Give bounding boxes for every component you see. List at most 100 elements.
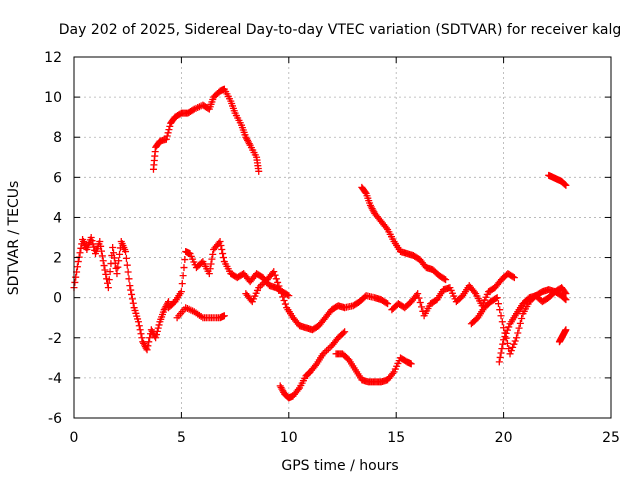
data-point [97, 242, 105, 250]
data-point [271, 271, 279, 279]
plot-frame [73, 56, 612, 419]
series-low-band [173, 304, 228, 322]
data-point [220, 312, 228, 320]
data-point [89, 240, 97, 248]
data-point [104, 284, 112, 292]
y-tick-label: 0 [53, 291, 62, 307]
data-point [561, 288, 569, 296]
data-point [177, 288, 185, 296]
data-point [209, 250, 217, 258]
data-point [382, 224, 390, 232]
data-point [502, 329, 510, 337]
data-point [245, 140, 253, 148]
data-point [101, 266, 109, 274]
data-point [272, 275, 280, 283]
data-point [109, 244, 117, 252]
data-point [407, 360, 415, 368]
data-point [106, 268, 114, 276]
data-point [503, 326, 511, 334]
data-point [179, 272, 187, 280]
x-tick-label: 20 [495, 430, 513, 446]
data-point [164, 129, 172, 137]
data-point [516, 319, 524, 327]
data-point [503, 339, 511, 347]
data-point [77, 244, 85, 252]
data-point [134, 318, 142, 326]
data-point [497, 349, 505, 357]
data-point [97, 247, 105, 255]
data-point [562, 290, 570, 298]
data-point [71, 278, 79, 286]
data-point [382, 299, 390, 307]
data-point [181, 256, 189, 264]
data-point [122, 248, 130, 256]
data-point [205, 270, 213, 278]
data-point [440, 275, 448, 283]
data-point [102, 270, 110, 278]
data-point [500, 324, 508, 332]
data-point [123, 261, 131, 269]
data-point [507, 347, 515, 355]
data-point [135, 322, 143, 330]
data-point [514, 329, 522, 337]
chart-title: Day 202 of 2025, Sidereal Day-to-day VTE… [59, 22, 621, 38]
data-point [163, 132, 171, 140]
series-mid-band [242, 268, 392, 334]
data-point [165, 298, 173, 306]
series-dip-mid [332, 350, 415, 386]
data-point [126, 282, 134, 290]
data-point [128, 290, 136, 298]
y-tick-label: 2 [53, 251, 62, 267]
data-point [124, 268, 132, 276]
data-point [152, 331, 160, 339]
data-point [389, 369, 397, 377]
data-point [281, 300, 289, 308]
data-point [285, 292, 293, 300]
x-tick-label: 15 [387, 430, 405, 446]
y-tick-label: 10 [44, 90, 62, 106]
data-point [125, 275, 133, 283]
data-point [414, 290, 422, 298]
data-point [341, 328, 349, 336]
data-point [515, 324, 523, 332]
data-point [110, 249, 118, 257]
data-point [114, 263, 122, 271]
series-descending [358, 183, 450, 284]
data-point [100, 262, 108, 270]
data-point [116, 250, 124, 258]
data-point [384, 300, 392, 308]
data-point [128, 295, 136, 303]
data-point [180, 264, 188, 272]
data-point [501, 333, 509, 341]
data-point [145, 338, 153, 346]
data-point [518, 315, 526, 323]
data-point [208, 255, 216, 263]
data-point [512, 334, 520, 342]
data-point [505, 323, 513, 331]
data-point [217, 242, 225, 250]
series-late-cluster-a [388, 270, 518, 320]
data-point [207, 260, 215, 268]
data-point [498, 345, 506, 353]
series-late-rise [495, 284, 570, 366]
y-tick-label: 12 [44, 50, 62, 66]
data-point [510, 340, 518, 348]
data-point [88, 237, 96, 245]
data-point [146, 334, 154, 342]
data-point [104, 279, 112, 287]
y-tick-label: -6 [48, 411, 62, 427]
data-point [509, 273, 517, 281]
data-point [72, 273, 80, 281]
data-point [155, 321, 163, 329]
data-point [280, 296, 288, 304]
data-point [153, 327, 161, 335]
series-late-tail [555, 326, 570, 346]
data-point [416, 298, 424, 306]
data-point [496, 306, 504, 314]
x-axis-label: GPS time / hours [281, 458, 398, 474]
y-axis-label: SDTVAR / TECUs [6, 181, 22, 296]
data-point [470, 288, 478, 296]
data-point [497, 312, 505, 320]
data-point [74, 258, 82, 266]
